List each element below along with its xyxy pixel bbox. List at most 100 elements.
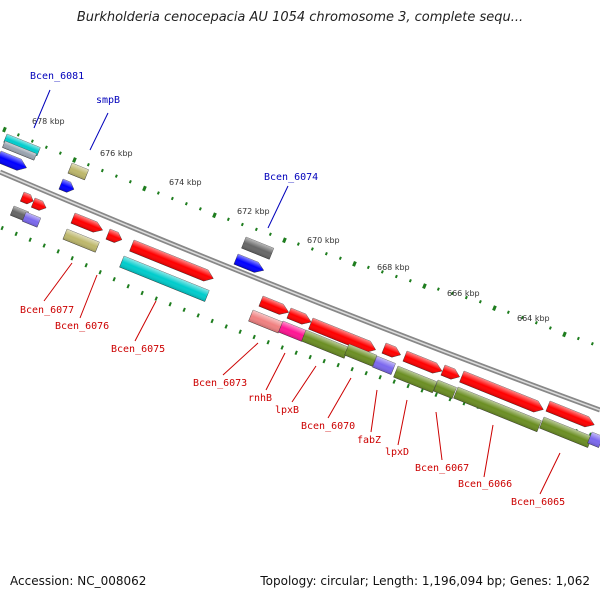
gene-arrow[interactable] — [440, 364, 462, 382]
tick-mark — [378, 375, 382, 380]
gene-label[interactable]: Bcen_6075 — [111, 344, 165, 355]
gene-arrow[interactable] — [433, 379, 457, 399]
gene-label[interactable]: Bcen_6067 — [415, 463, 469, 474]
gene-arrow[interactable] — [3, 133, 41, 157]
tick-mark — [478, 300, 482, 304]
gene-arrow[interactable] — [67, 162, 89, 181]
gene-arrow[interactable] — [278, 320, 307, 342]
scale-label: 668 kbp — [377, 263, 410, 272]
gene-label[interactable]: smpB — [96, 95, 120, 106]
gene-label[interactable]: Bcen_6074 — [264, 172, 318, 183]
gene-arrow[interactable] — [19, 191, 35, 206]
gene-arrow[interactable] — [539, 416, 593, 448]
gene-arrow[interactable] — [301, 329, 349, 359]
gene-arrow[interactable] — [372, 355, 396, 375]
gene-arrow[interactable] — [21, 211, 42, 228]
gene-arrow[interactable] — [233, 253, 266, 275]
tick-mark — [212, 212, 217, 219]
leader-line — [89, 112, 109, 151]
tick-mark — [338, 256, 342, 261]
gene-arrow[interactable] — [258, 295, 291, 317]
tick-mark — [156, 191, 160, 195]
tick-mark — [294, 350, 298, 355]
tick-mark — [70, 256, 74, 261]
tick-mark — [2, 126, 7, 133]
tick-mark — [406, 383, 410, 389]
tick-mark — [128, 180, 132, 184]
tick-mark — [182, 307, 186, 313]
tick-mark — [16, 133, 20, 137]
gene-arrow[interactable] — [30, 197, 48, 213]
tick-mark — [254, 227, 258, 232]
gene-label[interactable]: Bcen_6077 — [20, 305, 74, 316]
gene-arrow[interactable] — [70, 212, 105, 235]
gene-arrow[interactable] — [453, 386, 542, 433]
tick-mark — [114, 174, 118, 178]
gene-arrow[interactable] — [105, 228, 124, 245]
gene-label[interactable]: fabZ — [357, 435, 381, 446]
tick-mark — [352, 261, 357, 267]
tick-mark — [280, 345, 284, 350]
leader-line — [267, 185, 289, 229]
scale-label: 664 kbp — [517, 314, 550, 323]
gene-features — [0, 133, 600, 448]
scale-label: 666 kbp — [447, 289, 480, 298]
gene-arrow[interactable] — [129, 239, 216, 284]
gene-label[interactable]: Bcen_6070 — [301, 421, 355, 432]
tick-mark — [84, 263, 88, 268]
gene-arrow[interactable] — [344, 343, 378, 367]
gene-label[interactable]: lpxD — [385, 447, 409, 458]
leader-line — [397, 399, 408, 446]
tick-mark — [492, 305, 497, 312]
tick-mark — [140, 290, 144, 296]
gene-label[interactable]: Bcen_6065 — [511, 497, 565, 508]
tick-mark — [506, 310, 510, 315]
tick-mark — [184, 201, 188, 206]
gene-arrow[interactable] — [119, 255, 210, 302]
gene-arrow[interactable] — [545, 400, 596, 430]
gene-label[interactable]: Bcen_6066 — [458, 479, 512, 490]
gene-arrow[interactable] — [62, 228, 100, 253]
tick-mark — [308, 354, 312, 360]
tick-mark — [266, 340, 270, 345]
leader-line — [370, 389, 378, 433]
gene-arrow[interactable] — [248, 309, 283, 334]
gene-arrow[interactable] — [308, 317, 378, 355]
gene-arrow[interactable] — [241, 236, 275, 260]
gene-arrow[interactable] — [58, 178, 76, 194]
tick-mark — [464, 295, 468, 300]
leader-line — [435, 411, 443, 461]
leader-line — [265, 352, 286, 391]
gene-arrow[interactable] — [2, 140, 37, 161]
gene-arrow[interactable] — [459, 370, 546, 415]
tick-mark — [562, 331, 567, 338]
gene-arrow[interactable] — [286, 307, 313, 327]
tick-mark — [98, 270, 102, 275]
tick-mark — [450, 291, 454, 296]
gene-label[interactable]: Bcen_6073 — [193, 378, 247, 389]
tick-mark — [210, 318, 214, 324]
gene-arrow[interactable] — [381, 342, 403, 360]
scale-label: 672 kbp — [237, 207, 270, 216]
tick-mark — [408, 279, 412, 283]
tick-mark — [142, 185, 147, 192]
gene-arrow[interactable] — [0, 150, 29, 173]
tick-mark — [58, 151, 62, 155]
tick-mark — [520, 315, 524, 320]
tick-mark — [380, 270, 384, 274]
tick-mark — [534, 321, 538, 325]
tick-mark — [86, 163, 90, 167]
gene-label[interactable]: Bcen_6081 — [30, 71, 84, 82]
gene-label[interactable]: lpxB — [275, 405, 299, 416]
gene-arrow[interactable] — [393, 365, 438, 394]
tick-mark — [30, 139, 34, 143]
gene-label[interactable]: Bcen_6076 — [55, 321, 109, 332]
tick-mark — [310, 247, 314, 251]
tick-mark — [282, 237, 287, 244]
leader-line — [291, 365, 317, 403]
tick-mark — [72, 157, 77, 163]
gene-arrow[interactable] — [587, 431, 600, 448]
tick-mark — [44, 145, 48, 150]
gene-arrow[interactable] — [402, 350, 444, 376]
gene-label[interactable]: rnhB — [248, 393, 272, 404]
